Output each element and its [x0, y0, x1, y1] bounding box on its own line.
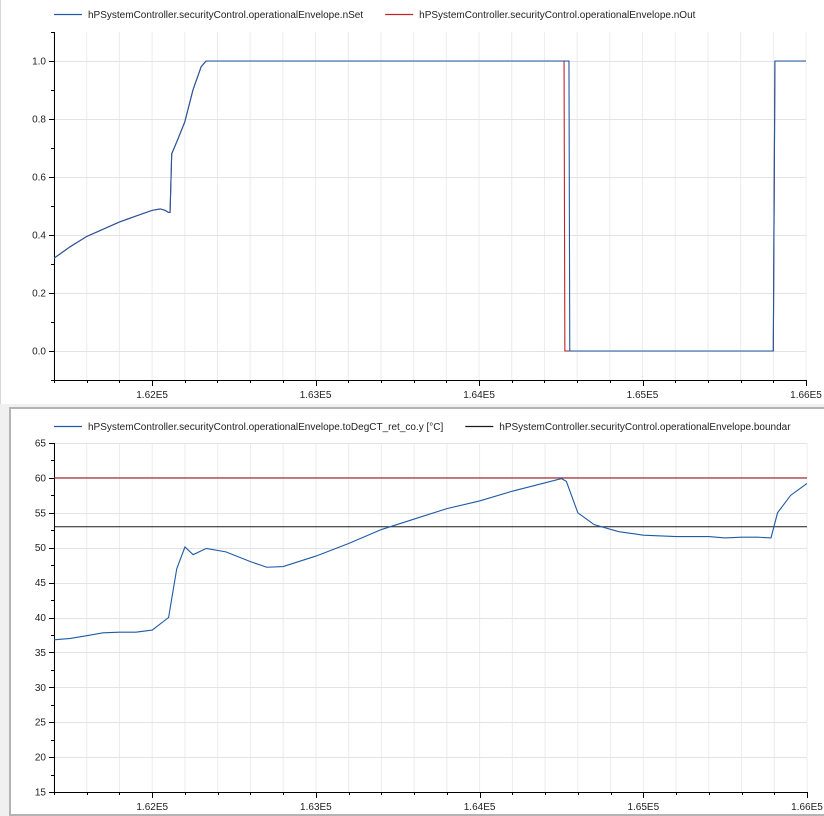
y-tick-label: 15 — [35, 788, 47, 799]
chart-panel-bottom[interactable]: 1.62E5 1.63E5 1.64E5 1.65E5 1.66E5 15 20 25 30 35… — [9, 407, 824, 816]
legend: hPSystemController.securityControl.opera… — [54, 10, 696, 21]
x-tick-label: 1.62E5 — [136, 802, 168, 813]
y-tick-label: 30 — [35, 683, 47, 694]
y-tick-label: 0.0 — [32, 347, 46, 358]
y-tick-label: 1.0 — [32, 57, 46, 68]
series-group — [54, 60, 806, 352]
y-tick-label: 0.2 — [32, 289, 46, 300]
x-tick-label: 1.62E5 — [136, 390, 168, 401]
y-tick-label: 50 — [35, 543, 47, 554]
x-tick-label: 1.65E5 — [627, 390, 659, 401]
series-group — [54, 477, 807, 641]
y-tick-label: 45 — [35, 578, 47, 589]
x-tick-label: 1.65E5 — [627, 802, 659, 813]
y-tick-label: 60 — [35, 473, 47, 484]
minor-grid — [53, 443, 808, 792]
legend-entry: hPSystemController.securityControl.opera… — [88, 422, 444, 433]
series-line-0 — [54, 60, 806, 352]
chart-svg-top: 1.62E5 1.63E5 1.64E5 1.65E5 1.66E5 0.0 0.2 0.4 0… — [32, 10, 822, 401]
chart-panel-top[interactable]: 1.62E5 1.63E5 1.64E5 1.65E5 1.66E5 0.0 0.2 0.4 0… — [0, 0, 824, 404]
y-tick-label: 0.6 — [32, 173, 46, 184]
y-tick-label: 0.4 — [32, 231, 46, 242]
x-tick-label: 1.66E5 — [791, 802, 823, 813]
y-tick-label: 65 — [35, 439, 47, 450]
series-line-0 — [54, 478, 807, 641]
x-tick-label: 1.64E5 — [463, 390, 495, 401]
x-tick-label: 1.64E5 — [464, 802, 496, 813]
legend-entry: hPSystemController.securityControl.opera… — [419, 10, 695, 21]
x-tick-label: 1.66E5 — [790, 390, 822, 401]
legend: hPSystemController.securityControl.opera… — [54, 422, 791, 433]
x-tick-label: 1.63E5 — [300, 390, 332, 401]
y-tick-label: 55 — [35, 508, 47, 519]
y-tick-label: 0.8 — [32, 115, 46, 126]
legend-entry: hPSystemController.securityControl.opera… — [88, 10, 363, 21]
plot-area[interactable] — [54, 32, 806, 380]
plot-area[interactable] — [54, 443, 807, 792]
y-tick-label: 25 — [35, 718, 47, 729]
legend-entry: hPSystemController.securityControl.opera… — [499, 422, 791, 433]
y-tick-label: 40 — [35, 613, 47, 624]
x-tick-label: 1.63E5 — [300, 802, 332, 813]
y-tick-label: 20 — [35, 753, 47, 764]
chart-svg-bottom: 1.62E5 1.63E5 1.64E5 1.65E5 1.66E5 15 20 25 30 35… — [35, 422, 823, 813]
y-tick-label: 35 — [35, 648, 47, 659]
